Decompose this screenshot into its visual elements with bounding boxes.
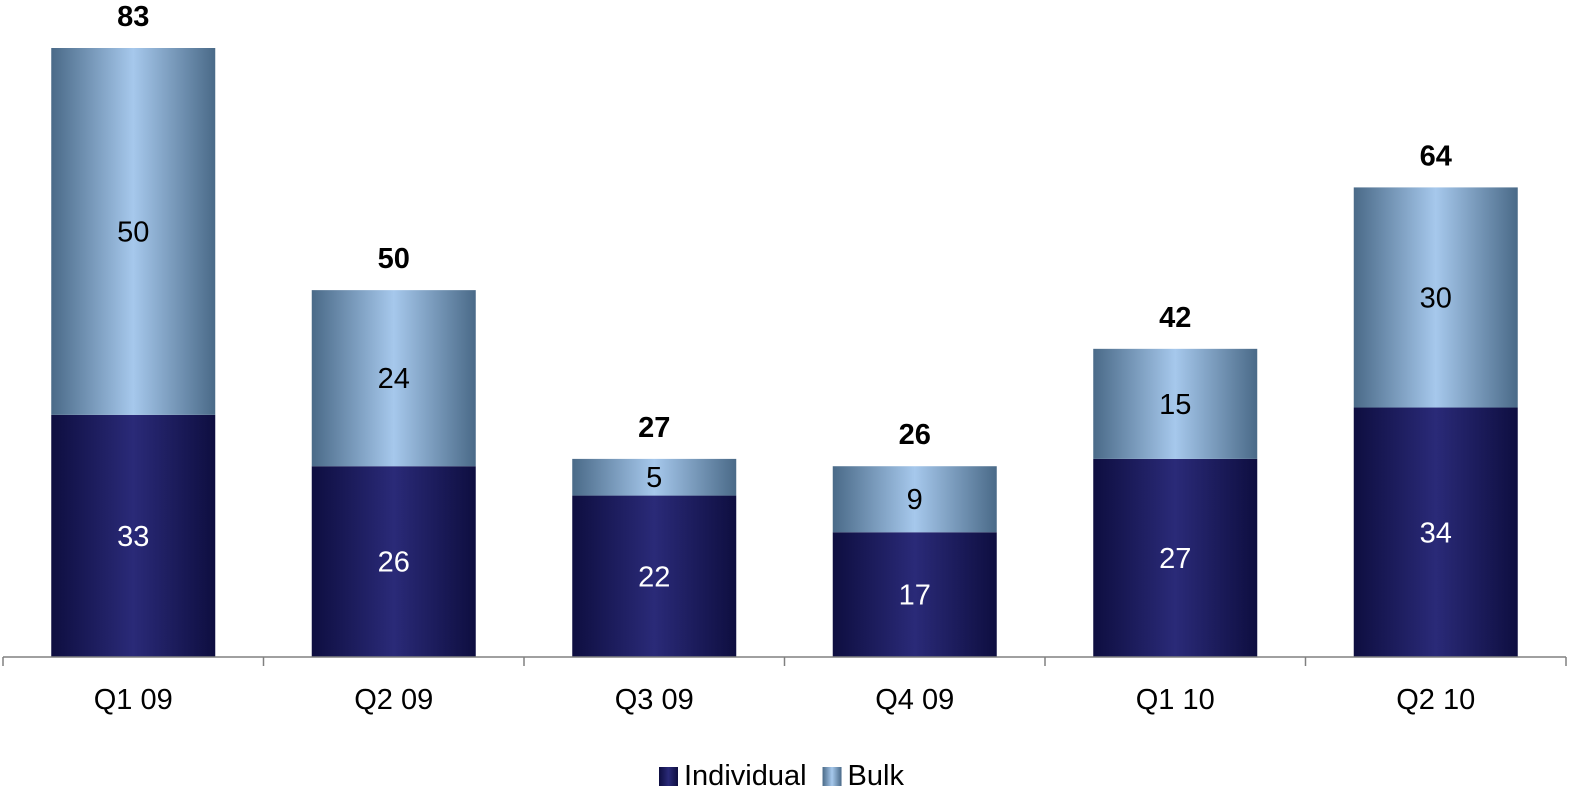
total-label: 26 xyxy=(899,419,931,451)
data-label-individual: 26 xyxy=(378,547,410,579)
data-label-bulk: 15 xyxy=(1159,389,1191,421)
bar-group: 26 24 50 xyxy=(311,243,476,657)
x-tick-label: Q4 09 xyxy=(875,684,954,716)
legend-item-bulk: Bulk xyxy=(822,760,905,792)
data-label-bulk: 50 xyxy=(117,216,149,248)
bar-segment-bulk xyxy=(1093,348,1258,459)
total-label: 64 xyxy=(1420,140,1452,172)
bar-group: 22 5 27 xyxy=(572,412,737,657)
x-tick-label: Q1 10 xyxy=(1136,684,1215,716)
x-tick-label: Q3 09 xyxy=(615,684,694,716)
x-tick-label: Q2 10 xyxy=(1396,684,1475,716)
bar-segment-bulk xyxy=(1353,187,1518,408)
legend-swatch-bulk xyxy=(822,767,842,786)
bars-layer: 33 50 83 26 24 50 22 5 27 17 9 26 27 15 42 34 30 64 xyxy=(51,1,1518,657)
data-label-bulk: 9 xyxy=(907,484,923,516)
bar-segment-individual xyxy=(572,495,737,657)
x-tick-label: Q1 09 xyxy=(94,684,173,716)
total-label: 42 xyxy=(1159,302,1191,334)
total-label: 50 xyxy=(378,243,410,275)
bar-group: 33 50 83 xyxy=(51,1,216,657)
bar-group: 17 9 26 xyxy=(832,419,997,657)
legend-item-individual: Individual xyxy=(659,760,807,792)
x-tick-label: Q2 09 xyxy=(354,684,433,716)
bar-segment-individual xyxy=(1353,407,1518,657)
bar-segment-bulk xyxy=(832,466,997,533)
data-label-bulk: 30 xyxy=(1420,282,1452,314)
data-label-individual: 22 xyxy=(638,561,670,593)
data-label-individual: 27 xyxy=(1159,543,1191,575)
bar-segment-individual xyxy=(51,414,216,657)
bar-segment-individual xyxy=(832,532,997,657)
total-label: 83 xyxy=(117,1,149,33)
bar-segment-bulk xyxy=(311,290,476,467)
total-label: 27 xyxy=(638,412,670,444)
bar-segment-bulk xyxy=(51,48,216,415)
legend-label-bulk: Bulk xyxy=(848,760,905,792)
data-label-individual: 33 xyxy=(117,521,149,553)
data-label-individual: 17 xyxy=(899,580,931,612)
legend-swatch-individual xyxy=(659,767,678,786)
bar-group: 27 15 42 xyxy=(1093,302,1258,657)
bar-segment-individual xyxy=(311,466,476,657)
x-axis: Q1 09 Q2 09 Q3 09 Q4 09 Q1 10 Q2 10 xyxy=(2,656,1567,716)
bar-segment-individual xyxy=(1093,458,1258,657)
data-label-bulk: 5 xyxy=(646,462,662,494)
legend-label-individual: Individual xyxy=(684,760,807,792)
data-label-bulk: 24 xyxy=(378,363,410,395)
bar-group: 34 30 64 xyxy=(1353,140,1518,657)
data-label-individual: 34 xyxy=(1420,517,1452,549)
legend: Individual Bulk xyxy=(659,760,904,792)
bar-segment-bulk xyxy=(572,458,737,496)
